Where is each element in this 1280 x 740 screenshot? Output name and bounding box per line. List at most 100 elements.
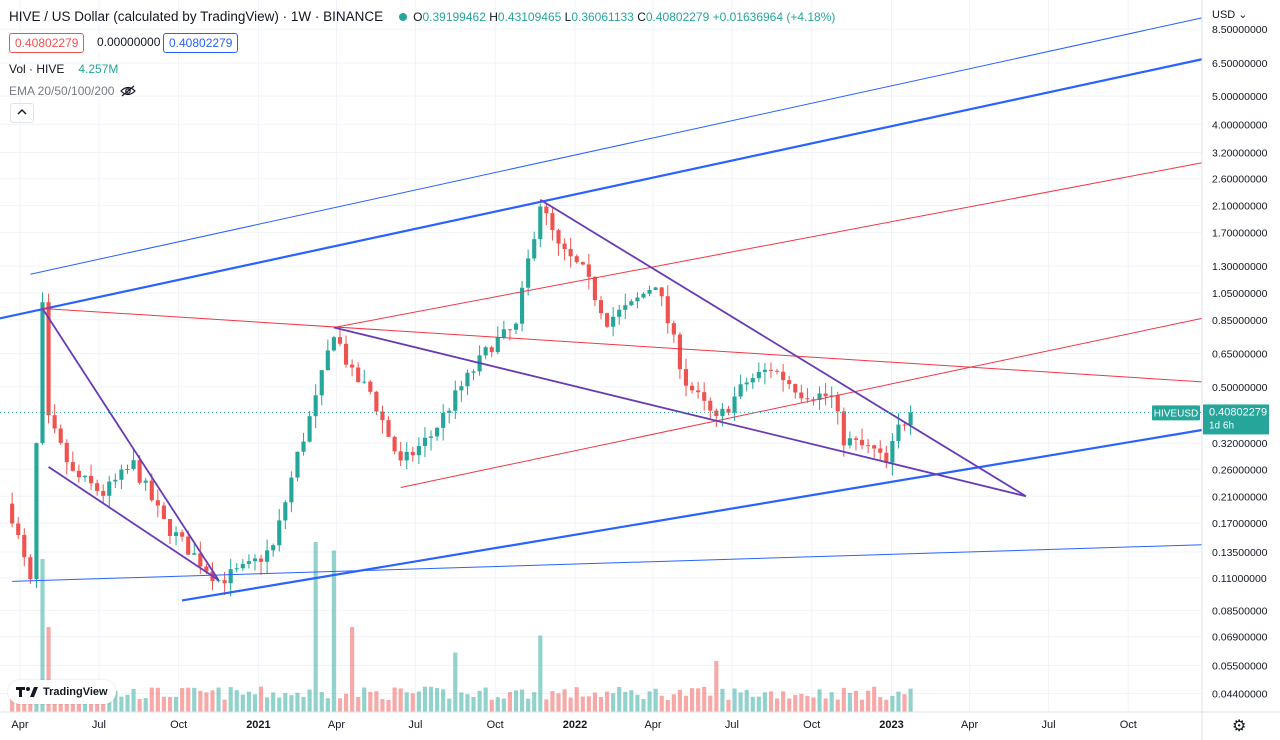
candle-body — [744, 382, 749, 385]
volume-bar — [374, 691, 379, 712]
volume-bar — [544, 699, 549, 712]
volume-bar — [853, 690, 859, 712]
volume-bar — [416, 691, 421, 712]
candle-body — [495, 337, 500, 353]
candle-body — [653, 287, 658, 290]
time-axis: Apr Jul Oct 2021 Apr Jul Oct 2022 Apr Jul Oct 2023 A… — [11, 719, 1136, 731]
candle-body — [222, 580, 227, 584]
volume-bar — [835, 699, 840, 712]
volume-bar — [605, 691, 610, 712]
x-tick-label: Oct — [1120, 719, 1137, 731]
gear-icon[interactable]: ⚙ — [1232, 718, 1247, 735]
x-tick-label: 2022 — [563, 719, 587, 731]
candle-body — [410, 451, 415, 456]
y-tick-label: 0.17000000 — [1212, 518, 1268, 530]
volume-bar — [890, 695, 895, 712]
chart-grid — [0, 0, 1202, 712]
eye-off-icon[interactable] — [120, 85, 137, 97]
volume-bar — [319, 691, 324, 712]
candle-body — [647, 289, 652, 294]
candle-body — [562, 243, 567, 250]
candle-body — [501, 329, 506, 338]
candle-body — [82, 475, 88, 478]
volume-bar — [598, 697, 604, 712]
candle-body — [58, 428, 63, 443]
trendline[interactable] — [42, 307, 1203, 383]
candle-body — [677, 334, 682, 370]
y-tick-label: 2.10000000 — [1212, 201, 1268, 213]
symbol-title[interactable]: HIVE / US Dollar (calculated by TradingV… — [9, 9, 384, 24]
volume-bar — [908, 688, 913, 712]
ema-label: EMA 20/50/100/200 — [9, 84, 115, 98]
currency-label: USD — [1212, 9, 1236, 21]
trendline[interactable] — [181, 428, 1203, 602]
candle-body — [404, 451, 409, 461]
candle-body — [422, 437, 428, 447]
candle-body — [835, 395, 840, 412]
candle-body — [289, 477, 294, 503]
volume-bar — [186, 687, 191, 712]
candle-body — [641, 293, 646, 298]
candle-body — [416, 446, 421, 456]
currency-selector[interactable]: USD ⌄ — [1212, 8, 1248, 21]
trendline[interactable] — [48, 466, 220, 581]
candle-body — [398, 451, 403, 461]
volume-bar — [216, 687, 221, 712]
volume-bar — [750, 696, 755, 712]
volume-bar — [301, 696, 306, 712]
trendline[interactable] — [333, 162, 1203, 328]
candle-body — [295, 451, 300, 478]
candle-body — [623, 305, 628, 310]
sell-price[interactable]: 0.40802279 — [9, 33, 85, 53]
volume-bar — [526, 698, 531, 712]
volume-bar — [265, 697, 270, 712]
y-tick-label: 8.50000000 — [1212, 24, 1268, 36]
y-tick-label: 0.11000000 — [1212, 573, 1267, 585]
trendline[interactable] — [333, 326, 1027, 498]
candle-body — [283, 502, 288, 521]
volume-bar — [234, 690, 239, 712]
volume-bar — [76, 697, 81, 712]
candle-body — [702, 392, 707, 401]
candle-body — [228, 569, 233, 584]
y-tick-label: 0.65000000 — [1212, 349, 1268, 361]
trendline[interactable] — [400, 317, 1203, 489]
candle-body — [70, 462, 75, 471]
volume-bar — [70, 696, 75, 712]
volume-bar — [313, 542, 318, 712]
volume-bar — [878, 697, 883, 712]
candle-body — [598, 300, 604, 314]
trendline[interactable] — [12, 544, 1203, 582]
ema-legend[interactable]: EMA 20/50/100/200 — [9, 84, 137, 98]
volume-bar — [428, 686, 434, 712]
volume-bar — [167, 696, 173, 712]
volume-bar — [841, 687, 846, 712]
volume-bar — [611, 693, 616, 712]
candle-body — [301, 441, 306, 452]
buy-price[interactable]: 0.40802279 — [163, 33, 239, 53]
candle-body — [271, 545, 276, 551]
trendline[interactable] — [539, 199, 1027, 498]
candle-body — [823, 393, 828, 397]
volume-bar — [40, 559, 45, 712]
candle-body — [507, 329, 513, 331]
volume-bar — [847, 692, 852, 712]
volume-bar — [659, 695, 664, 712]
candle-body — [428, 436, 434, 438]
volume-bar — [653, 688, 658, 712]
trendline[interactable] — [30, 17, 1203, 275]
tradingview-logo[interactable]: TradingView — [8, 680, 116, 704]
candle-body — [119, 469, 124, 480]
trendline[interactable] — [0, 58, 1203, 320]
volume-bar — [562, 689, 567, 712]
y-tick-label: 4.00000000 — [1212, 119, 1268, 131]
x-tick-label: Oct — [487, 719, 504, 731]
trendline[interactable] — [41, 307, 220, 581]
x-tick-label: Apr — [961, 719, 978, 731]
candle-body — [258, 558, 264, 562]
chevron-up-icon[interactable] — [10, 103, 34, 123]
price-axis: 8.50000000 6.50000000 5.00000000 4.00000000… — [1212, 24, 1268, 700]
candle-body — [611, 316, 616, 327]
volume-legend[interactable]: Vol · HIVE 4.257M — [9, 62, 118, 76]
